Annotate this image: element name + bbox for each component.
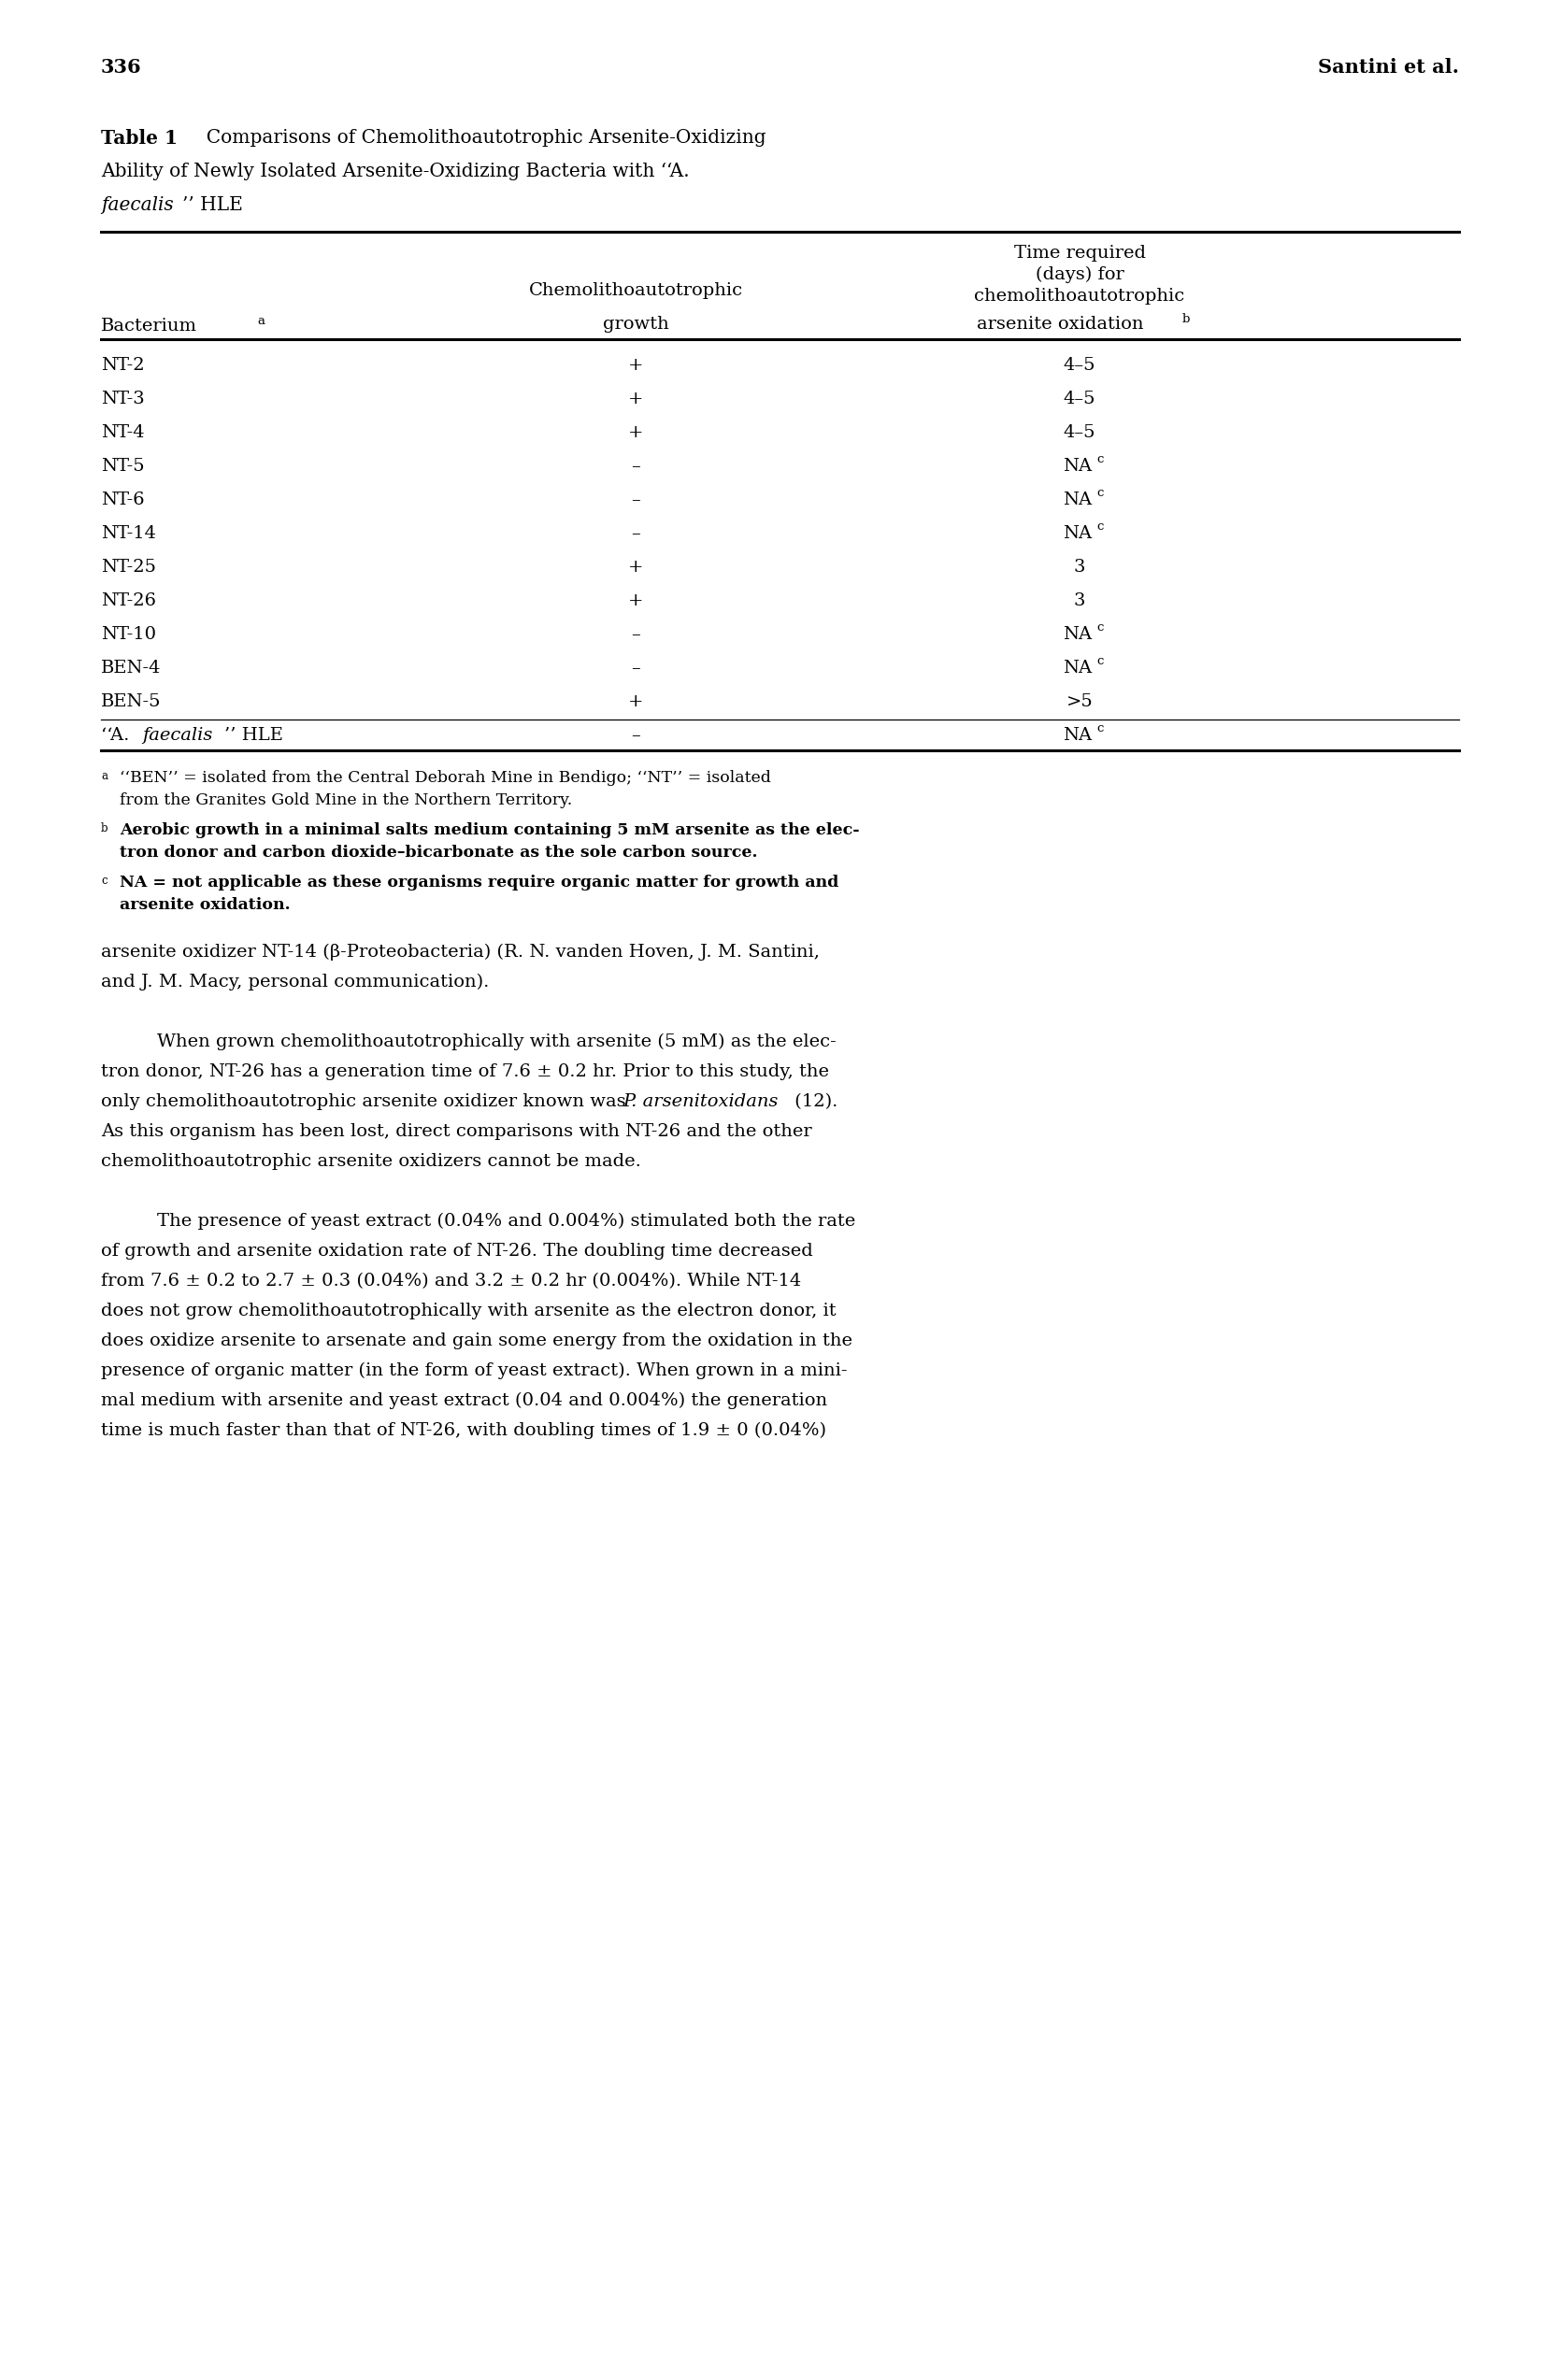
Text: NT-3: NT-3 bbox=[101, 390, 145, 407]
Text: faecalis: faecalis bbox=[142, 726, 212, 745]
Text: +: + bbox=[627, 424, 643, 440]
Text: +: + bbox=[627, 390, 643, 407]
Text: NT-6: NT-6 bbox=[101, 493, 145, 509]
Text: arsenite oxidation.: arsenite oxidation. bbox=[120, 897, 290, 914]
Text: NT-26: NT-26 bbox=[101, 593, 156, 609]
Text: b: b bbox=[1182, 314, 1190, 326]
Text: +: + bbox=[627, 593, 643, 609]
Text: and J. M. Macy, personal communication).: and J. M. Macy, personal communication). bbox=[101, 973, 490, 990]
Text: arsenite oxidation: arsenite oxidation bbox=[977, 317, 1143, 333]
Text: chemolithoautotrophic: chemolithoautotrophic bbox=[975, 288, 1186, 305]
Text: 3: 3 bbox=[1073, 559, 1086, 576]
Text: NA: NA bbox=[1062, 726, 1092, 745]
Text: does oxidize arsenite to arsenate and gain some energy from the oxidation in the: does oxidize arsenite to arsenate and ga… bbox=[101, 1333, 852, 1349]
Text: NA: NA bbox=[1062, 457, 1092, 474]
Text: 3: 3 bbox=[1073, 593, 1086, 609]
Text: NA: NA bbox=[1062, 493, 1092, 509]
Text: BEN-4: BEN-4 bbox=[101, 659, 161, 676]
Text: NT-25: NT-25 bbox=[101, 559, 156, 576]
Text: presence of organic matter (in the form of yeast extract). When grown in a mini-: presence of organic matter (in the form … bbox=[101, 1361, 847, 1380]
Text: ’’ HLE: ’’ HLE bbox=[225, 726, 282, 745]
Text: Santini et al.: Santini et al. bbox=[1318, 57, 1459, 76]
Text: –: – bbox=[632, 457, 640, 474]
Text: from 7.6 ± 0.2 to 2.7 ± 0.3 (0.04%) and 3.2 ± 0.2 hr (0.004%). While NT-14: from 7.6 ± 0.2 to 2.7 ± 0.3 (0.04%) and … bbox=[101, 1273, 802, 1290]
Text: 336: 336 bbox=[101, 57, 142, 76]
Text: NT-2: NT-2 bbox=[101, 357, 145, 374]
Text: from the Granites Gold Mine in the Northern Territory.: from the Granites Gold Mine in the North… bbox=[120, 793, 573, 809]
Text: c: c bbox=[1097, 488, 1103, 500]
Text: Aerobic growth in a minimal salts medium containing 5 mM arsenite as the elec-: Aerobic growth in a minimal salts medium… bbox=[120, 823, 860, 838]
Text: ’’ HLE: ’’ HLE bbox=[183, 195, 243, 214]
Text: NA: NA bbox=[1062, 526, 1092, 543]
Text: –: – bbox=[632, 626, 640, 643]
Text: 4–5: 4–5 bbox=[1064, 424, 1095, 440]
Text: NA = not applicable as these organisms require organic matter for growth and: NA = not applicable as these organisms r… bbox=[120, 873, 839, 890]
Text: faecalis: faecalis bbox=[101, 195, 173, 214]
Text: NA: NA bbox=[1062, 659, 1092, 676]
Text: NT-4: NT-4 bbox=[101, 424, 145, 440]
Text: >5: >5 bbox=[1065, 693, 1094, 709]
Text: –: – bbox=[632, 526, 640, 543]
Text: –: – bbox=[632, 726, 640, 745]
Text: +: + bbox=[627, 357, 643, 374]
Text: c: c bbox=[1097, 655, 1103, 666]
Text: P. arsenitoxidans: P. arsenitoxidans bbox=[622, 1092, 778, 1109]
Text: NT-14: NT-14 bbox=[101, 526, 156, 543]
Text: arsenite oxidizer NT-14 (β-Proteobacteria) (R. N. vanden Hoven, J. M. Santini,: arsenite oxidizer NT-14 (β-Proteobacteri… bbox=[101, 945, 819, 962]
Text: When grown chemolithoautotrophically with arsenite (5 mM) as the elec-: When grown chemolithoautotrophically wit… bbox=[158, 1033, 836, 1050]
Text: As this organism has been lost, direct comparisons with NT-26 and the other: As this organism has been lost, direct c… bbox=[101, 1123, 811, 1140]
Text: Ability of Newly Isolated Arsenite-Oxidizing Bacteria with ‘‘A.: Ability of Newly Isolated Arsenite-Oxidi… bbox=[101, 162, 690, 181]
Text: c: c bbox=[1097, 521, 1103, 533]
Text: Time required: Time required bbox=[1014, 245, 1145, 262]
Text: time is much faster than that of NT-26, with doubling times of 1.9 ± 0 (0.04%): time is much faster than that of NT-26, … bbox=[101, 1423, 827, 1440]
Text: Bacterium: Bacterium bbox=[101, 317, 197, 336]
Text: b: b bbox=[101, 823, 108, 835]
Text: Table 1: Table 1 bbox=[101, 129, 178, 148]
Text: c: c bbox=[1097, 452, 1103, 466]
Text: +: + bbox=[627, 693, 643, 709]
Text: –: – bbox=[632, 659, 640, 676]
Text: NT-10: NT-10 bbox=[101, 626, 156, 643]
Text: NA: NA bbox=[1062, 626, 1092, 643]
Text: tron donor, NT-26 has a generation time of 7.6 ± 0.2 hr. Prior to this study, th: tron donor, NT-26 has a generation time … bbox=[101, 1064, 828, 1081]
Text: (days) for: (days) for bbox=[1036, 267, 1123, 283]
Text: c: c bbox=[101, 873, 108, 888]
Text: –: – bbox=[632, 493, 640, 509]
Text: does not grow chemolithoautotrophically with arsenite as the electron donor, it: does not grow chemolithoautotrophically … bbox=[101, 1302, 836, 1319]
Text: 4–5: 4–5 bbox=[1064, 357, 1095, 374]
Text: of growth and arsenite oxidation rate of NT-26. The doubling time decreased: of growth and arsenite oxidation rate of… bbox=[101, 1242, 813, 1259]
Text: a: a bbox=[101, 771, 108, 783]
Text: ‘‘BEN’’ = isolated from the Central Deborah Mine in Bendigo; ‘‘NT’’ = isolated: ‘‘BEN’’ = isolated from the Central Debo… bbox=[120, 771, 771, 785]
Text: The presence of yeast extract (0.04% and 0.004%) stimulated both the rate: The presence of yeast extract (0.04% and… bbox=[158, 1214, 855, 1230]
Text: c: c bbox=[1097, 721, 1103, 735]
Text: c: c bbox=[1097, 621, 1103, 633]
Text: mal medium with arsenite and yeast extract (0.04 and 0.004%) the generation: mal medium with arsenite and yeast extra… bbox=[101, 1392, 827, 1409]
Text: chemolithoautotrophic arsenite oxidizers cannot be made.: chemolithoautotrophic arsenite oxidizers… bbox=[101, 1152, 641, 1171]
Text: 4–5: 4–5 bbox=[1064, 390, 1095, 407]
Text: +: + bbox=[627, 559, 643, 576]
Text: BEN-5: BEN-5 bbox=[101, 693, 161, 709]
Text: NT-5: NT-5 bbox=[101, 457, 145, 474]
Text: tron donor and carbon dioxide–bicarbonate as the sole carbon source.: tron donor and carbon dioxide–bicarbonat… bbox=[120, 845, 758, 862]
Text: a: a bbox=[257, 314, 265, 326]
Text: growth: growth bbox=[602, 317, 669, 333]
Text: Chemolithoautotrophic: Chemolithoautotrophic bbox=[529, 283, 743, 300]
Text: Comparisons of Chemolithoautotrophic Arsenite-Oxidizing: Comparisons of Chemolithoautotrophic Ars… bbox=[195, 129, 766, 148]
Text: only chemolithoautotrophic arsenite oxidizer known was: only chemolithoautotrophic arsenite oxid… bbox=[101, 1092, 632, 1109]
Text: (12).: (12). bbox=[789, 1092, 838, 1109]
Text: ‘‘A.: ‘‘A. bbox=[101, 726, 136, 745]
